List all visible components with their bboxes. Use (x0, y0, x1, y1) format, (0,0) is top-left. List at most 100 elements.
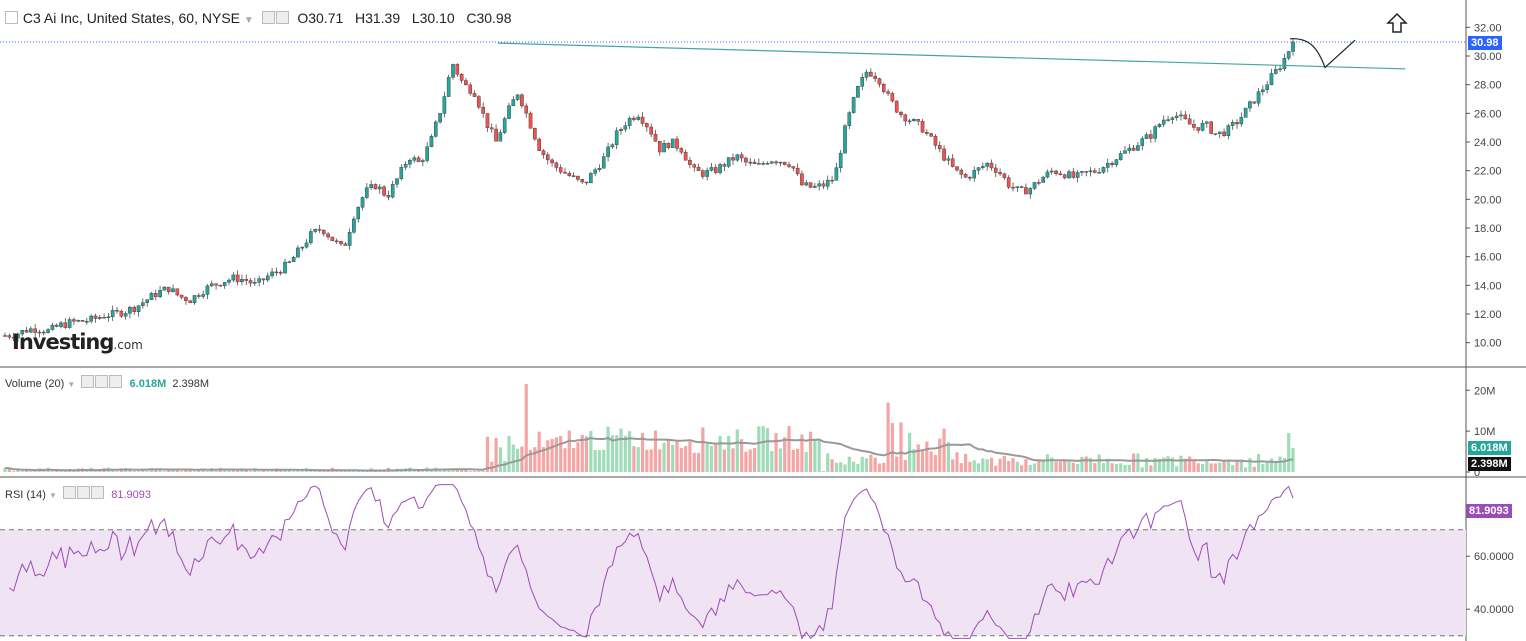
volume-bar (20, 471, 24, 472)
candle-body (235, 274, 240, 283)
settings-icon[interactable] (261, 11, 275, 24)
candle-body (925, 132, 929, 134)
volume-bar (231, 469, 235, 472)
volume-bar (1080, 456, 1084, 472)
format-icon[interactable] (77, 486, 91, 499)
volume-bar (494, 437, 498, 472)
volume-bar (653, 430, 658, 472)
candle-body (270, 271, 274, 277)
candle-body (1239, 117, 1244, 125)
volume-bar (1235, 461, 1239, 472)
volume-bar (882, 462, 886, 472)
volume-bar (985, 459, 989, 472)
collapse-icon[interactable] (5, 11, 18, 24)
candle-body (11, 336, 16, 339)
volume-bar (671, 444, 675, 472)
volume-bar (1252, 466, 1256, 472)
volume-bar (7, 468, 11, 472)
candle-body (1166, 119, 1170, 121)
volume-bar (382, 471, 386, 472)
candle-body (778, 161, 783, 164)
candle-body (1101, 167, 1106, 173)
volume-bar (727, 436, 731, 472)
volume-bar (1213, 463, 1218, 472)
volume-bar (1218, 462, 1222, 472)
close-icon[interactable] (91, 486, 105, 499)
volume-bar (317, 470, 322, 472)
chevron-down-icon[interactable]: ▼ (67, 380, 76, 389)
volume-bar (864, 458, 869, 472)
candle-body (1032, 182, 1037, 189)
candle-body (403, 163, 408, 168)
candle-body (645, 123, 649, 128)
settings-icon[interactable] (81, 375, 95, 388)
volume-bar (925, 441, 929, 472)
close-icon[interactable] (109, 375, 123, 388)
volume-bar (899, 422, 903, 472)
candle-body (175, 288, 180, 296)
candle-body (145, 299, 149, 303)
volume-bar (1256, 454, 1261, 472)
volume-bar (227, 470, 231, 472)
volume-bar (946, 442, 950, 472)
candle-body (218, 284, 223, 287)
volume-bar (804, 452, 808, 472)
candle-body (1149, 134, 1153, 139)
candle-body (1286, 51, 1291, 59)
volume-bar (606, 426, 610, 472)
candle-body (860, 77, 865, 87)
volume-bar (1002, 455, 1006, 472)
rsi-tick-label: 60.0000 (1474, 551, 1514, 563)
candle-body (283, 261, 287, 274)
volume-bar (1244, 467, 1248, 472)
candle-body (313, 229, 317, 232)
candle-body (649, 126, 653, 135)
volume-bar (1071, 462, 1075, 472)
rsi-header: RSI (14) ▼ 81.9093 (5, 486, 151, 501)
candle-body (214, 283, 218, 286)
format-icon[interactable] (275, 11, 289, 24)
chevron-down-icon[interactable]: ▼ (243, 15, 254, 26)
volume-bar (989, 457, 994, 472)
close-value: 30.98 (476, 10, 512, 26)
volume-bar (597, 450, 602, 472)
volume-bar (270, 471, 274, 472)
volume-bar (412, 471, 416, 472)
volume-bar (171, 469, 175, 472)
candle-body (20, 330, 25, 335)
arrow-up-icon[interactable] (1386, 12, 1408, 34)
volume-bar (645, 449, 649, 472)
candle-body (7, 335, 12, 338)
settings-icon[interactable] (63, 486, 77, 499)
candle-body (554, 162, 559, 168)
volume-bar (59, 471, 63, 472)
volume-bar (541, 447, 546, 472)
volume-bar (1144, 458, 1149, 472)
candle-body (1131, 147, 1136, 151)
volume-bar (477, 471, 481, 472)
candle-body (240, 278, 244, 283)
candle-body (1088, 170, 1093, 173)
candle-body (1205, 121, 1209, 124)
candle-body (485, 113, 490, 128)
candle-body (903, 114, 908, 122)
volume-bar (244, 469, 248, 472)
volume-bar (649, 449, 653, 472)
candle-body (563, 171, 567, 174)
volume-bar (787, 426, 791, 472)
candle-body (834, 167, 839, 181)
candle-body (321, 229, 326, 235)
volume-bar (589, 430, 593, 472)
volume-bar (554, 437, 558, 472)
volume-bar (972, 460, 976, 472)
volume-bar (16, 470, 20, 472)
volume-bar (615, 435, 619, 472)
candle-body (291, 257, 296, 262)
volume-bar (33, 471, 37, 472)
volume-bar (1222, 460, 1226, 472)
candle-body (821, 183, 826, 187)
format-icon[interactable] (95, 375, 109, 388)
volume-bar (744, 451, 748, 472)
candle-body (946, 158, 951, 161)
chevron-down-icon[interactable]: ▼ (49, 491, 57, 500)
